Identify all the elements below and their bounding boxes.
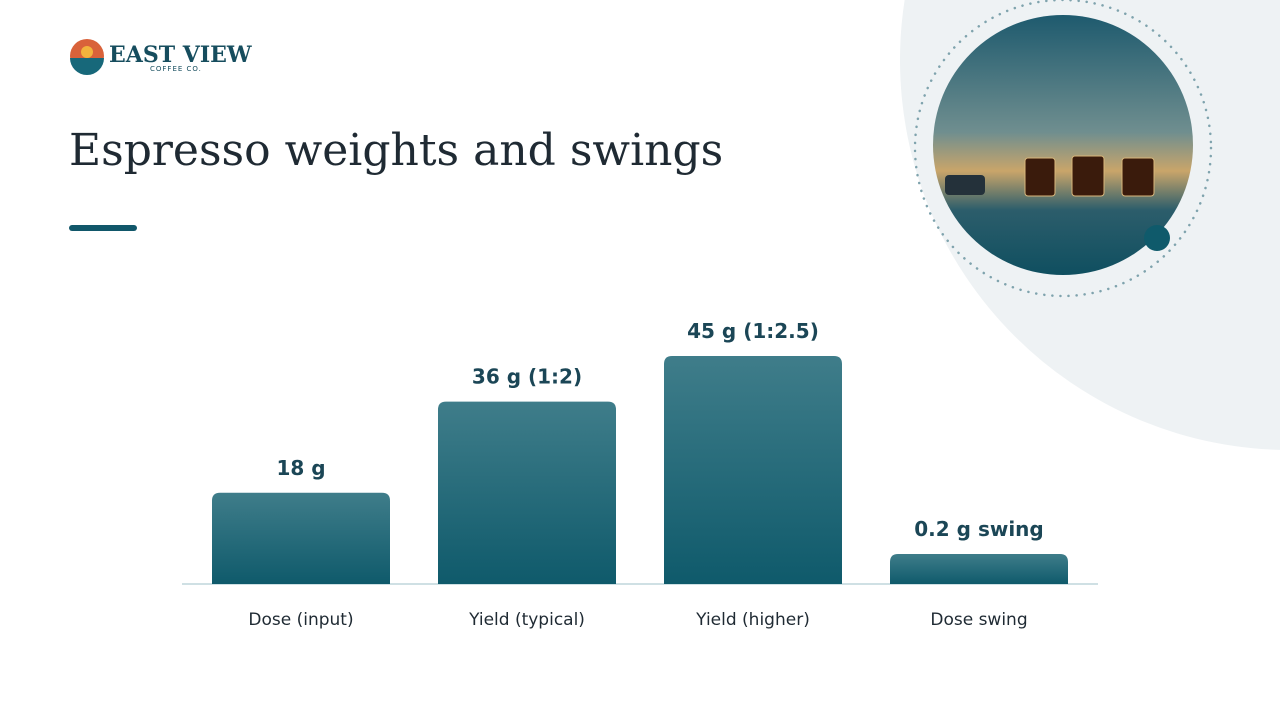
x-tick-label: Yield (typical) xyxy=(468,610,585,630)
value-label: 0.2 g swing xyxy=(914,517,1043,541)
chart-title: Espresso weights and swings xyxy=(69,125,723,176)
x-tick-label: Yield (higher) xyxy=(695,610,810,630)
brand-name: EAST VIEW xyxy=(109,42,252,68)
value-label: 18 g xyxy=(276,456,325,480)
bar xyxy=(438,401,616,584)
bar xyxy=(890,554,1068,584)
bar xyxy=(212,492,390,584)
bar xyxy=(664,356,842,584)
accent-dot xyxy=(1144,225,1170,251)
x-tick-label: Dose (input) xyxy=(248,610,353,630)
value-label: 45 g (1:2.5) xyxy=(687,319,819,343)
value-label: 36 g (1:2) xyxy=(472,365,582,389)
title-underline xyxy=(69,225,137,231)
dotted-ring xyxy=(913,0,1213,298)
x-tick-label: Dose swing xyxy=(930,610,1027,630)
logo xyxy=(70,39,104,75)
brand-tagline: COFFEE CO. xyxy=(150,65,202,73)
